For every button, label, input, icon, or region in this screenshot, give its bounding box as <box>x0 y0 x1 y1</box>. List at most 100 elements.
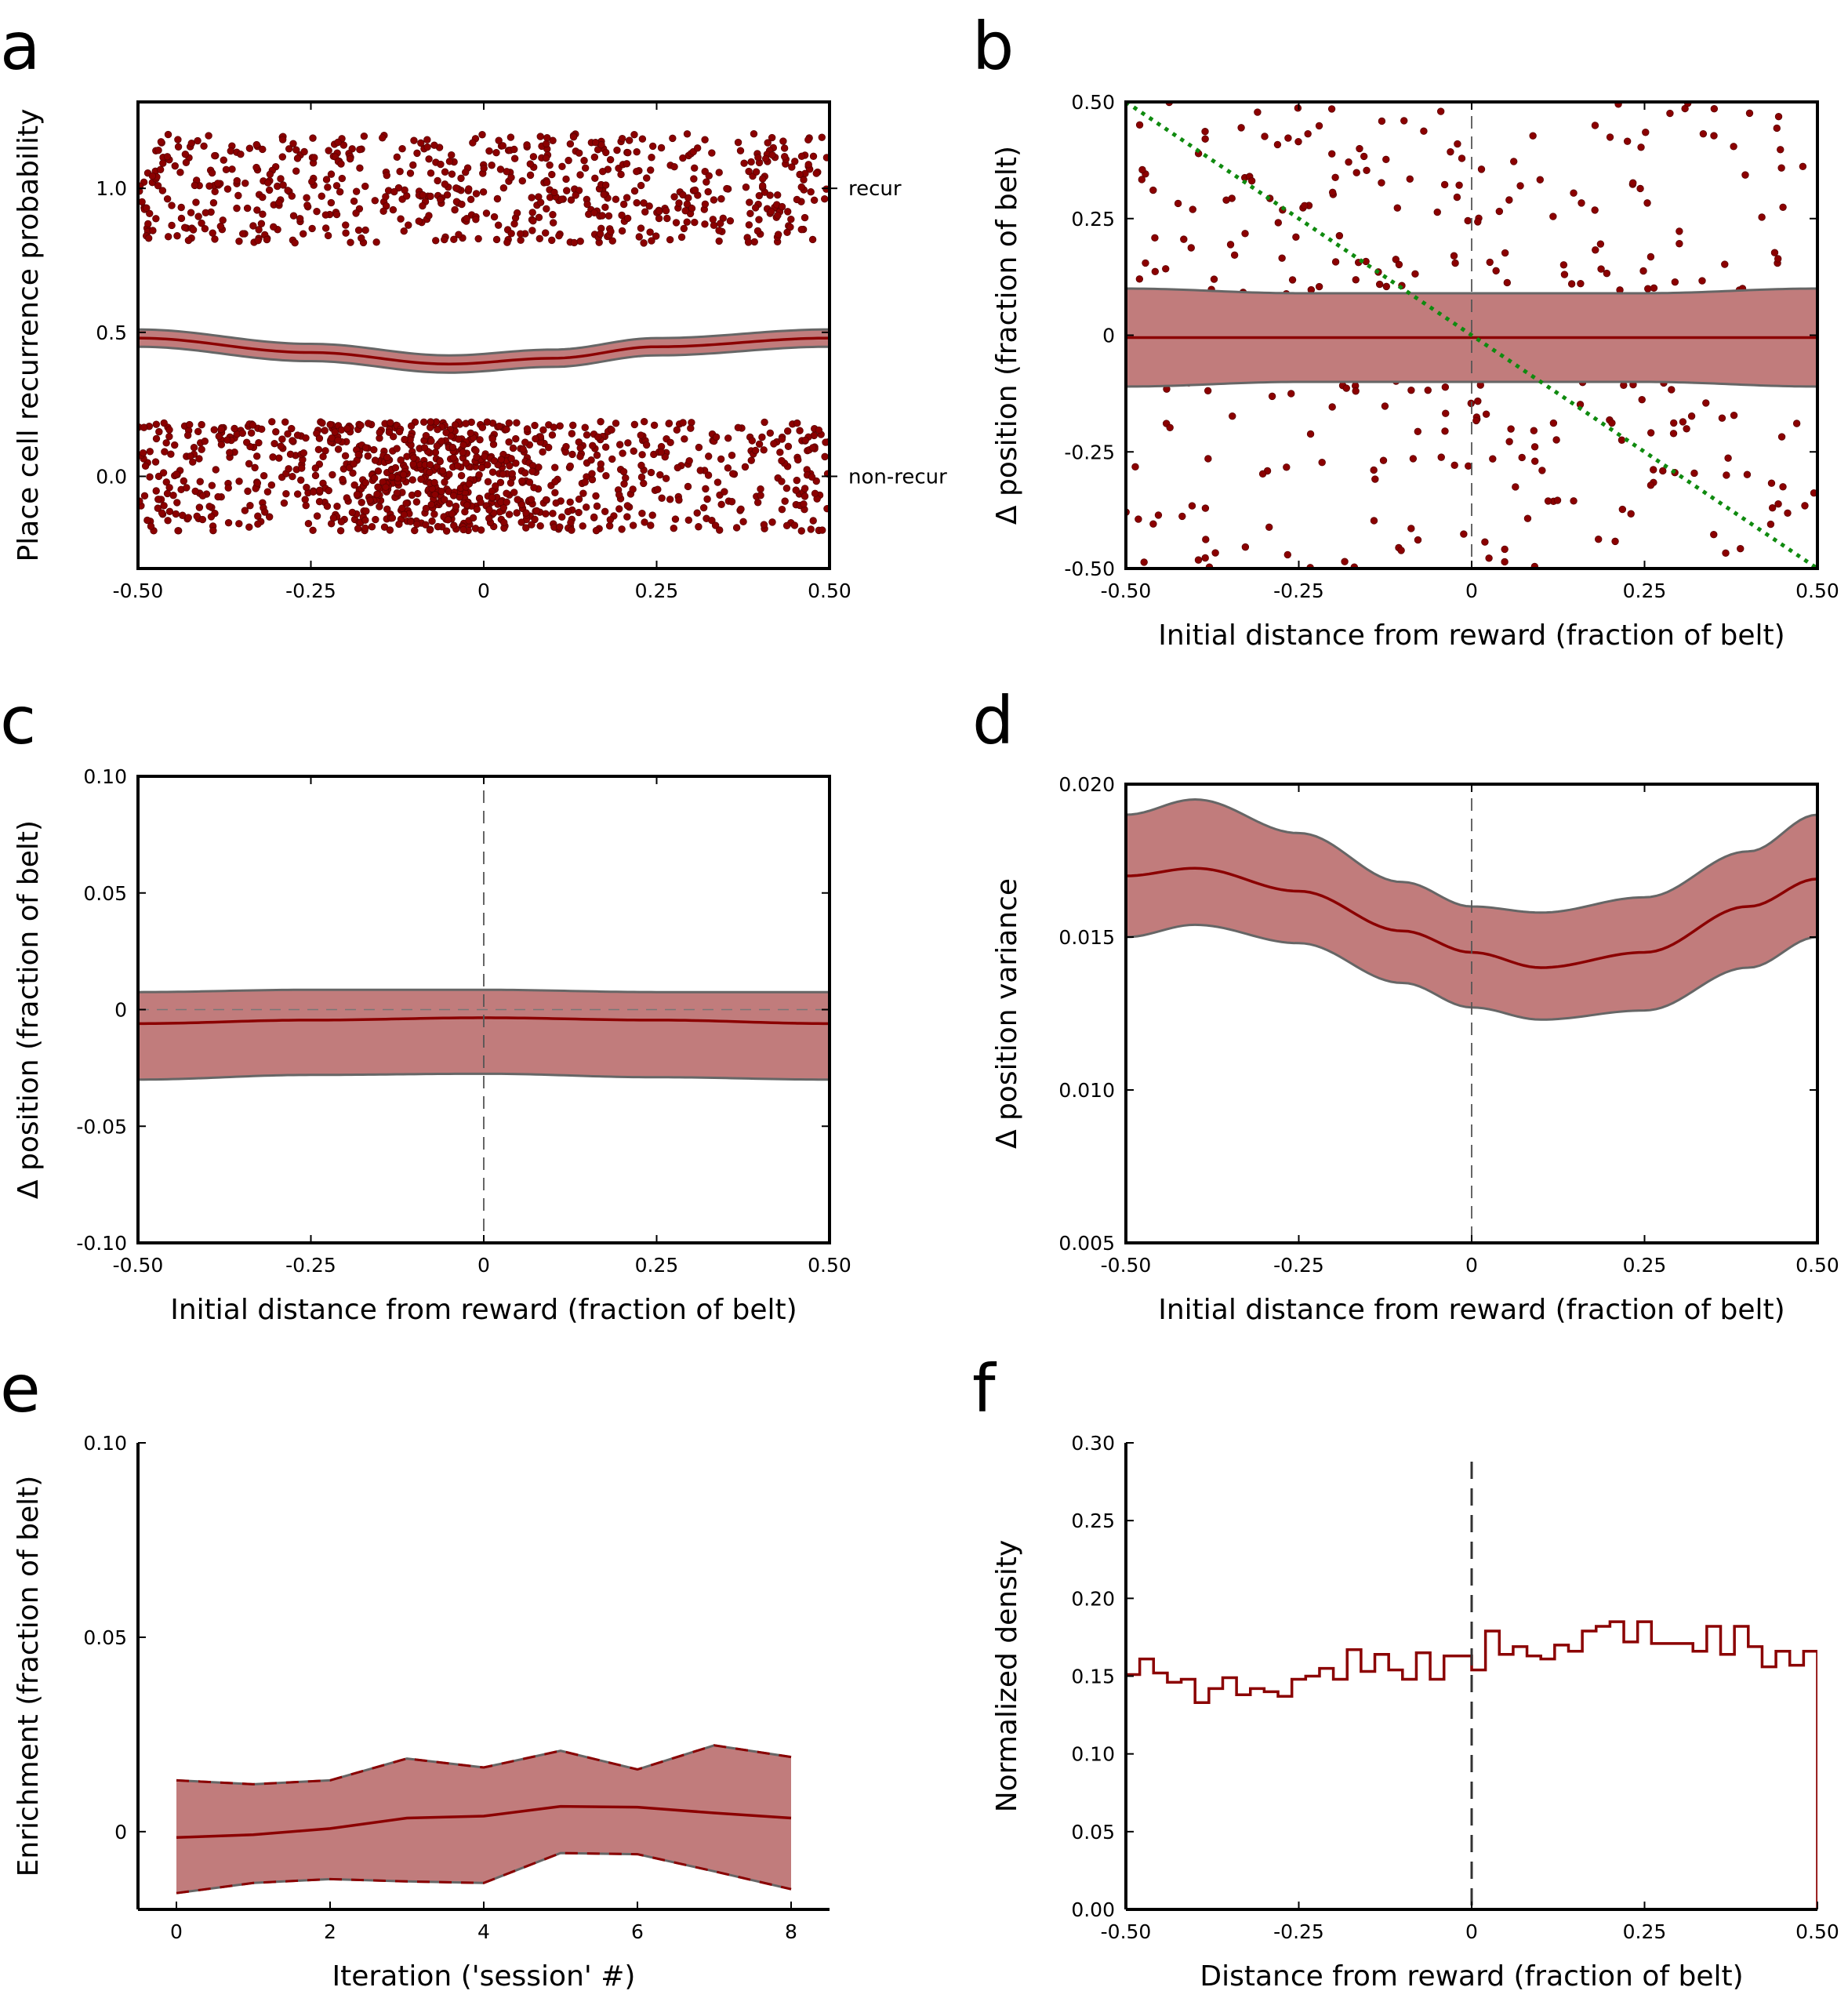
recur-point <box>252 140 260 149</box>
recur-point <box>778 202 786 211</box>
nonrecur-point <box>542 496 550 504</box>
y-axis-label: Enrichment (fraction of belt) <box>13 1476 45 1877</box>
recur-point <box>618 134 626 143</box>
nonrecur-point <box>263 488 272 496</box>
nonrecur-point <box>566 498 574 507</box>
x-tick-label: 0.25 <box>635 579 679 602</box>
nonrecur-point <box>334 445 343 453</box>
nonrecur-point <box>695 443 703 452</box>
recur-point <box>191 181 199 190</box>
recur-point <box>607 227 615 235</box>
x-axis-label: Iteration ('session' #) <box>332 1960 636 1993</box>
x-tick-label: 0 <box>1465 1254 1478 1277</box>
data-point <box>1294 104 1302 112</box>
nonrecur-point <box>427 437 435 445</box>
nonrecur-point <box>235 520 243 528</box>
recur-point <box>567 196 575 204</box>
nonrecur-point <box>575 508 583 517</box>
data-point <box>1730 143 1737 151</box>
nonrecur-point <box>226 449 234 456</box>
nonrecur-point <box>528 521 536 529</box>
nonrecur-point <box>174 527 182 535</box>
x-tick-label: -0.25 <box>1273 579 1324 602</box>
nonrecur-point <box>704 471 713 479</box>
data-point <box>1465 462 1472 470</box>
data-point <box>1659 467 1667 475</box>
recur-point <box>648 142 657 151</box>
nonrecur-point <box>821 452 829 461</box>
nonrecur-point <box>747 456 755 464</box>
data-point <box>1451 259 1459 267</box>
nonrecur-point <box>370 445 378 454</box>
recur-point <box>652 232 660 240</box>
data-point <box>1151 234 1159 242</box>
recur-point <box>482 209 491 217</box>
recur-point <box>296 215 304 223</box>
nonrecur-point <box>366 496 374 504</box>
recur-point <box>400 227 408 235</box>
recur-point <box>480 165 488 173</box>
recur-point <box>657 144 666 152</box>
data-point <box>1265 523 1273 531</box>
nonrecur-point <box>339 475 347 484</box>
recur-point <box>146 209 154 218</box>
data-point <box>1768 504 1777 512</box>
nonrecur-point <box>217 425 225 434</box>
data-point <box>1730 411 1738 420</box>
data-point <box>1201 135 1209 143</box>
data-point <box>1393 204 1401 212</box>
nonrecur-point <box>693 509 701 517</box>
recur-point <box>259 145 267 154</box>
plot-area <box>176 1744 792 1895</box>
recur-point <box>237 150 245 158</box>
data-point <box>1306 430 1315 438</box>
recur-point <box>715 169 723 176</box>
band-upper-edge <box>138 988 830 994</box>
recur-point <box>528 227 536 234</box>
data-point <box>1642 129 1650 136</box>
data-point <box>1352 276 1360 284</box>
nonrecur-point <box>463 501 471 509</box>
nonrecur-point <box>452 503 460 510</box>
nonrecur-point <box>223 436 231 444</box>
data-point <box>1411 270 1419 278</box>
data-point <box>1666 109 1674 118</box>
recur-point <box>334 138 342 147</box>
recur-point <box>321 211 330 219</box>
data-point <box>1570 497 1578 505</box>
nonrecur-point <box>224 519 233 527</box>
data-point <box>1441 383 1450 391</box>
recur-point <box>679 154 687 162</box>
recur-point <box>637 224 645 232</box>
nonrecur-point <box>679 419 687 427</box>
nonrecur-point <box>488 493 496 501</box>
recur-point <box>528 209 536 216</box>
nonrecur-point <box>326 420 334 429</box>
recur-point <box>780 144 789 152</box>
nonrecur-point <box>819 526 826 534</box>
recur-point <box>189 226 198 234</box>
data-point <box>1464 216 1472 225</box>
nonrecur-point <box>782 485 791 492</box>
band-lower-edge <box>138 345 830 374</box>
nonrecur-point <box>198 445 205 453</box>
annotation-label: non-recur <box>848 465 947 489</box>
plot-area <box>1126 1462 1817 1909</box>
nonrecur-point <box>527 496 536 503</box>
x-tick-label: 0.25 <box>1623 1920 1667 1943</box>
recur-point <box>396 168 404 176</box>
nonrecur-point <box>245 460 253 468</box>
nonrecur-point <box>521 438 529 446</box>
recur-point <box>623 194 631 202</box>
data-point <box>1721 260 1729 268</box>
nonrecur-point <box>318 419 326 427</box>
nonrecur-point <box>297 476 305 484</box>
nonrecur-point <box>173 499 181 507</box>
nonrecur-point <box>431 491 439 499</box>
recur-point <box>804 136 812 144</box>
nonrecur-point <box>507 455 515 463</box>
nonrecur-point <box>354 451 362 459</box>
recur-point <box>393 153 401 162</box>
nonrecur-point <box>395 427 404 436</box>
nonrecur-point <box>522 524 530 532</box>
